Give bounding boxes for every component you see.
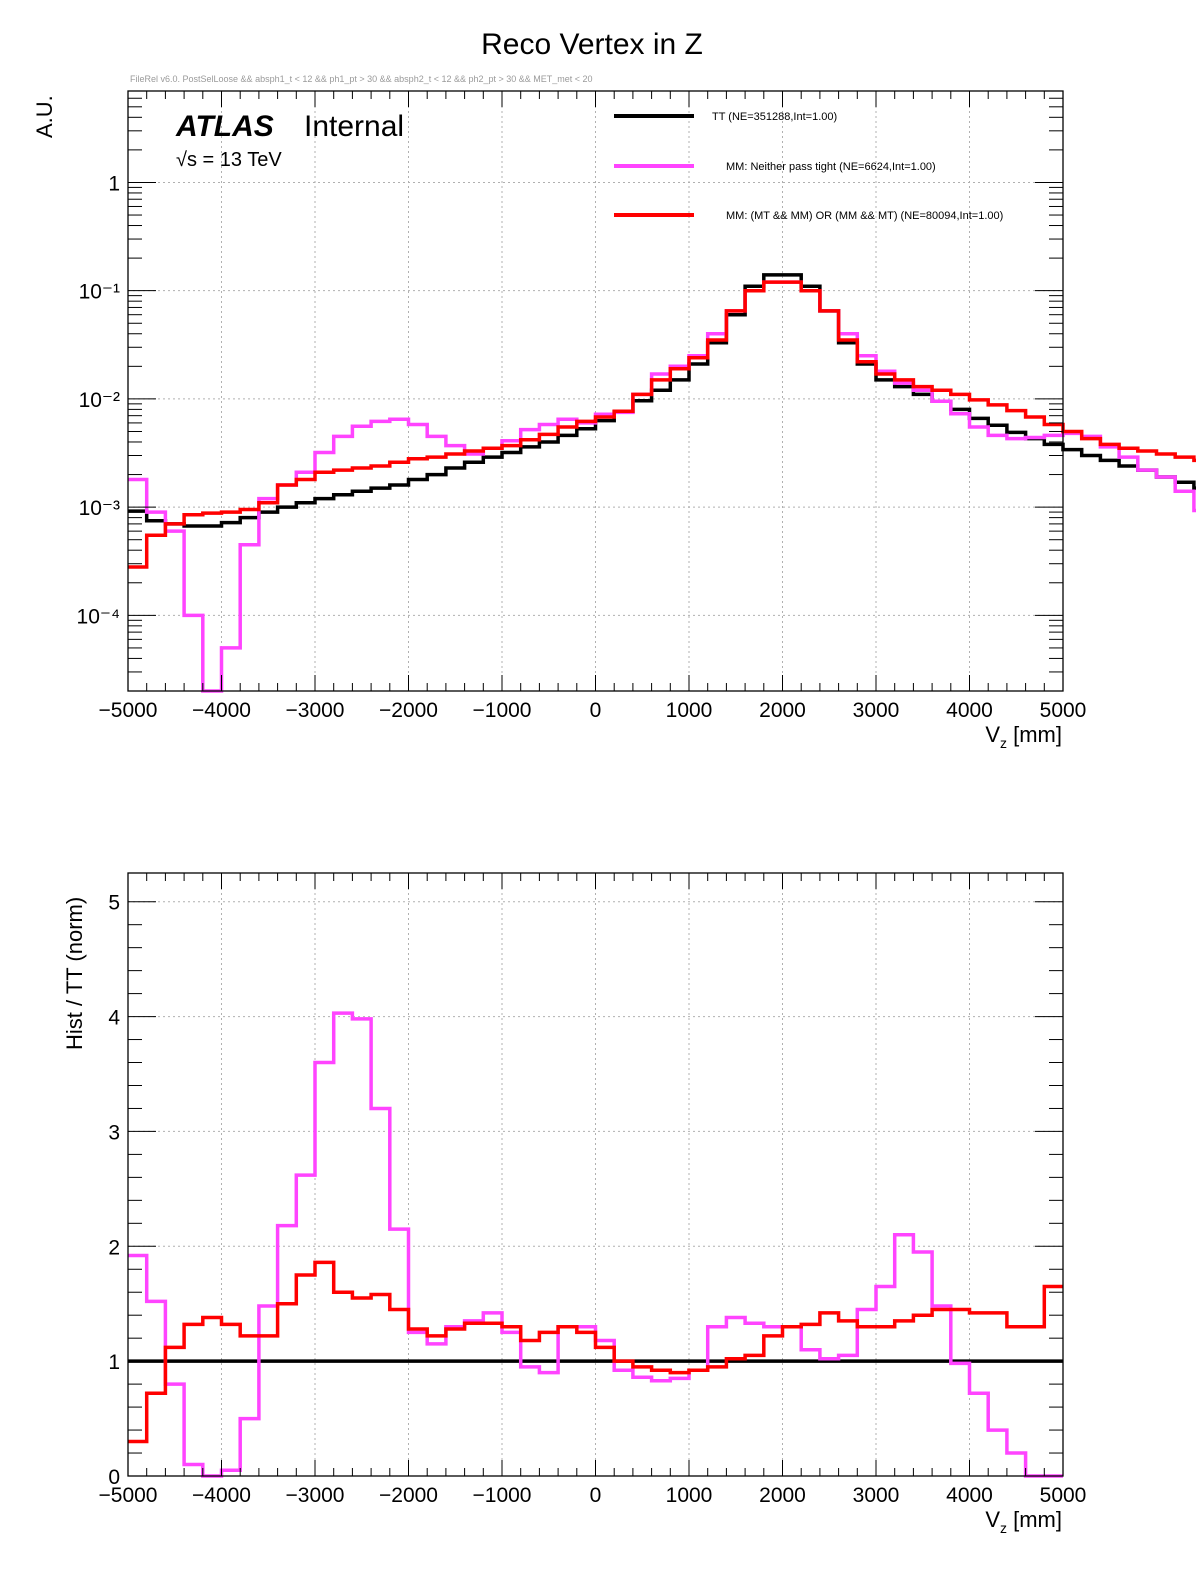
y-tick-label: 0 [108,1466,120,1489]
x-tick-label: 2000 [759,1484,806,1507]
bottom-series-group [128,1011,1063,1478]
y-tick-label: 1 [108,1351,120,1374]
top-series-group [128,273,1196,693]
x-tick-label: 4000 [946,1484,993,1507]
x-tick-label: −4000 [192,1484,251,1507]
x-tick-label: −3000 [286,1484,345,1507]
y-tick-label: 4 [108,1007,120,1030]
energy-label: √s = 13 TeV [176,149,282,171]
bottom-axes: −5000 −4000 −3000 −2000 −1000 0 1000 2000 3000 40… [99,873,1087,1507]
bottom-y-axis-label: Hist / TT (norm) [62,897,87,1050]
x-tick-label: 5000 [1040,699,1087,722]
atlas-label: ATLAS [175,110,274,143]
legend-entry-mm-mt: MM: (MT && MM) OR (MM && MT) (NE=80094,I… [614,210,1003,222]
top-y-axis-label: A.U. [32,95,57,138]
x-tick-label: −3000 [286,699,345,722]
y-tick-label: 5 [108,892,120,915]
x-tick-label: −4000 [192,699,251,722]
legend-label-mm-neither: MM: Neither pass tight (NE=6624,Int=1.00… [726,161,936,173]
x-tick-label: 1000 [666,1484,713,1507]
top-x-axis-label: Vz [mm] [985,722,1062,751]
legend: TT (NE=351288,Int=1.00) MM: Neither pass… [614,111,1003,222]
top-panel: −5000 −4000 −3000 −2000 −1000 0 1000 2000 3000 40… [32,90,1196,751]
y-tick-label: 10⁻³ [79,497,120,520]
x-tick-label: −2000 [379,699,438,722]
y-tick-label: 10⁻² [79,389,120,412]
legend-label-mm-mt: MM: (MT && MM) OR (MM && MT) (NE=80094,I… [726,210,1003,222]
legend-entry-tt: TT (NE=351288,Int=1.00) [614,111,837,123]
legend-label-tt: TT (NE=351288,Int=1.00) [712,111,837,123]
x-tick-label: 2000 [759,699,806,722]
top-axes: −5000 −4000 −3000 −2000 −1000 0 1000 2000 3000 40… [77,90,1087,722]
ratio-series-mm-neither-line [128,1011,1063,1478]
x-tick-label: 0 [590,699,602,722]
atlas-status-label: Internal [304,110,404,143]
x-tick-label: 4000 [946,699,993,722]
x-tick-label: −1000 [473,699,532,722]
y-tick-label: 10⁻⁴ [77,605,120,628]
x-tick-label: −5000 [99,1484,158,1507]
x-tick-label: 3000 [853,699,900,722]
bottom-panel: −5000 −4000 −3000 −2000 −1000 0 1000 2000 3000 40… [62,872,1087,1536]
x-tick-label: −5000 [99,699,158,722]
y-tick-label: 1 [108,172,120,195]
x-tick-label: 5000 [1040,1484,1087,1507]
legend-entry-mm-neither: MM: Neither pass tight (NE=6624,Int=1.00… [614,161,936,173]
selection-cuts-caption: FileRel v6.0. PostSelLoose && absph1_t <… [130,74,593,84]
y-tick-label: 10⁻¹ [79,281,120,304]
top-series-mm-mt-line [128,280,1196,569]
ratio-series-mm-mt-line [128,1260,1063,1444]
chart-title: Reco Vertex in Z [481,28,703,61]
bottom-x-axis-label: Vz [mm] [985,1507,1062,1536]
y-tick-label: 3 [108,1121,120,1144]
x-tick-label: −1000 [473,1484,532,1507]
bottom-grid [128,873,1063,1476]
x-tick-label: 0 [590,1484,602,1507]
x-tick-label: −2000 [379,1484,438,1507]
top-series-tt-line [128,273,1196,528]
x-tick-label: 1000 [666,699,713,722]
x-tick-label: 3000 [853,1484,900,1507]
y-tick-label: 2 [108,1236,120,1259]
